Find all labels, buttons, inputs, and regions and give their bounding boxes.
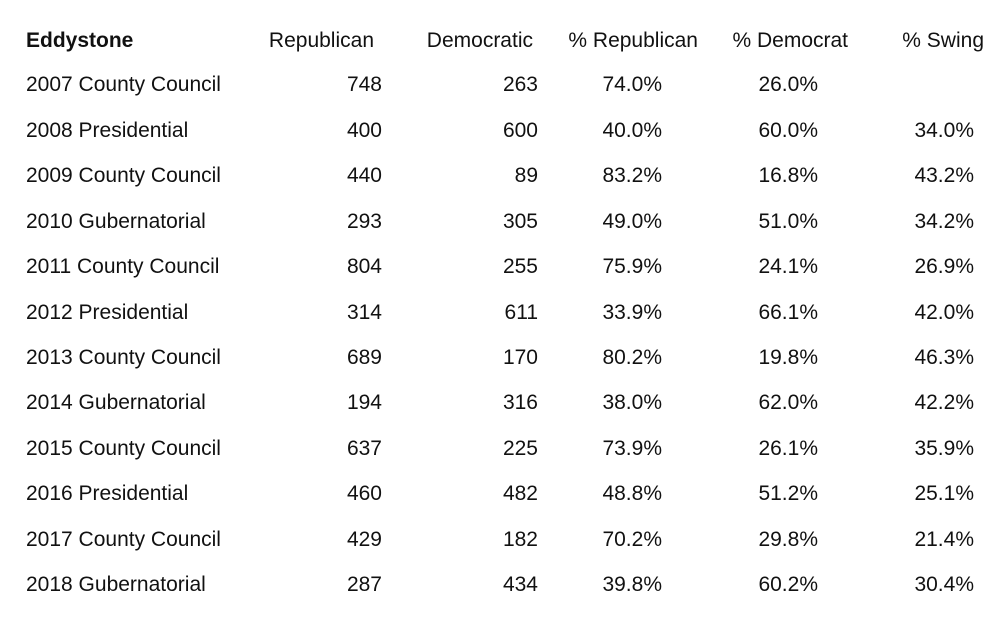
pct-republican: 74.0% [602, 73, 662, 96]
election-name: 2015 County Council [26, 437, 221, 460]
pct-swing: 26.9% [914, 255, 974, 278]
democratic-votes: 225 [502, 437, 538, 460]
pct-swing: 43.2% [914, 164, 974, 187]
pct-swing: 42.2% [914, 391, 974, 414]
democratic-votes: 255 [502, 255, 538, 278]
table-row: 2009 County Council 440 89 83.2% 16.8% 4… [0, 161, 1001, 191]
pct-republican: 49.0% [602, 210, 662, 233]
pct-republican: 33.9% [602, 301, 662, 324]
election-name: 2014 Gubernatorial [26, 391, 206, 414]
table-row: 2008 Presidential 400 600 40.0% 60.0% 34… [0, 116, 1001, 146]
table-row: 2016 Presidential 460 482 48.8% 51.2% 25… [0, 479, 1001, 509]
republican-votes: 194 [346, 391, 382, 414]
democratic-votes: 482 [502, 482, 538, 505]
election-name: 2012 Presidential [26, 301, 189, 324]
pct-democrat: 51.2% [758, 482, 818, 505]
republican-votes: 440 [346, 164, 382, 187]
republican-votes: 400 [346, 119, 382, 142]
pct-republican: 38.0% [602, 391, 662, 414]
election-name: 2013 County Council [26, 346, 221, 369]
table-row: 2015 County Council 637 225 73.9% 26.1% … [0, 434, 1001, 464]
pct-democrat: 60.2% [758, 573, 818, 596]
republican-votes: 637 [346, 437, 382, 460]
democratic-votes: 89 [514, 164, 538, 187]
democratic-votes: 611 [504, 301, 538, 324]
democratic-votes: 182 [502, 528, 538, 551]
election-name: 2011 County Council [26, 255, 220, 278]
table-title: Eddystone [26, 29, 134, 52]
republican-votes: 287 [346, 573, 382, 596]
table-row: 2012 Presidential 314 611 33.9% 66.1% 42… [0, 298, 1001, 328]
pct-swing [860, 70, 974, 100]
pct-republican: 75.9% [602, 255, 662, 278]
table-row: 2007 County Council 748 263 74.0% 26.0% [0, 70, 1001, 100]
pct-democrat: 51.0% [758, 210, 818, 233]
column-header-pct-swing: % Swing [902, 29, 984, 52]
election-name: 2017 County Council [26, 528, 221, 551]
pct-republican: 83.2% [602, 164, 662, 187]
pct-swing: 25.1% [914, 482, 974, 505]
pct-republican: 70.2% [602, 528, 662, 551]
democratic-votes: 434 [502, 573, 538, 596]
democratic-votes: 263 [502, 73, 538, 96]
pct-swing: 30.4% [914, 573, 974, 596]
republican-votes: 429 [346, 528, 382, 551]
column-header-pct-republican: % Republican [568, 29, 698, 52]
pct-democrat: 62.0% [758, 391, 818, 414]
pct-swing: 21.4% [914, 528, 974, 551]
pct-democrat: 26.0% [758, 73, 818, 96]
pct-republican: 40.0% [602, 119, 662, 142]
election-name: 2009 County Council [26, 164, 221, 187]
pct-democrat: 66.1% [758, 301, 818, 324]
table-header-row: Eddystone Republican Democratic % Republ… [0, 26, 1001, 56]
pct-swing: 35.9% [914, 437, 974, 460]
pct-swing: 46.3% [914, 346, 974, 369]
republican-votes: 314 [346, 301, 382, 324]
pct-republican: 80.2% [602, 346, 662, 369]
election-name: 2010 Gubernatorial [26, 210, 206, 233]
pct-democrat: 29.8% [758, 528, 818, 551]
table-row: 2013 County Council 689 170 80.2% 19.8% … [0, 343, 1001, 373]
democratic-votes: 170 [502, 346, 538, 369]
pct-swing: 34.2% [914, 210, 974, 233]
column-header-pct-democrat: % Democrat [732, 29, 848, 52]
democratic-votes: 600 [502, 119, 538, 142]
pct-democrat: 19.8% [758, 346, 818, 369]
pct-swing: 42.0% [914, 301, 974, 324]
republican-votes: 689 [346, 346, 382, 369]
pct-democrat: 24.1% [758, 255, 818, 278]
republican-votes: 804 [346, 255, 382, 278]
table-row: 2011 County Council 804 255 75.9% 24.1% … [0, 252, 1001, 282]
republican-votes: 293 [346, 210, 382, 233]
democratic-votes: 316 [502, 391, 538, 414]
pct-democrat: 16.8% [758, 164, 818, 187]
republican-votes: 748 [346, 73, 382, 96]
pct-republican: 73.9% [602, 437, 662, 460]
table-row: 2014 Gubernatorial 194 316 38.0% 62.0% 4… [0, 388, 1001, 418]
pct-democrat: 60.0% [758, 119, 818, 142]
table-row: 2018 Gubernatorial 287 434 39.8% 60.2% 3… [0, 570, 1001, 600]
column-header-republican: Republican [268, 29, 374, 52]
pct-democrat: 26.1% [758, 437, 818, 460]
pct-swing: 34.0% [914, 119, 974, 142]
table-row: 2017 County Council 429 182 70.2% 29.8% … [0, 525, 1001, 555]
election-name: 2018 Gubernatorial [26, 573, 206, 596]
republican-votes: 460 [346, 482, 382, 505]
pct-republican: 48.8% [602, 482, 662, 505]
election-name: 2016 Presidential [26, 482, 189, 505]
democratic-votes: 305 [502, 210, 538, 233]
election-name: 2007 County Council [26, 73, 221, 96]
pct-republican: 39.8% [602, 573, 662, 596]
table-row: 2010 Gubernatorial 293 305 49.0% 51.0% 3… [0, 207, 1001, 237]
column-header-democratic: Democratic [426, 29, 533, 52]
election-name: 2008 Presidential [26, 119, 189, 142]
